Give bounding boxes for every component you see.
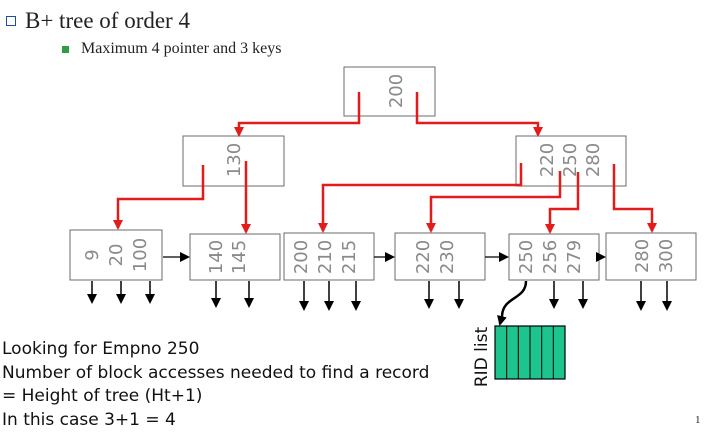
leaf1-key-1: 9 [82,249,103,260]
leaf4-key-1: 220 [413,240,434,274]
page-number: 1 [695,414,701,426]
title-row: B+ tree of order 4 [4,6,190,36]
leaf5-key-2: 256 [540,240,561,274]
pointer-250-to-rid-list [497,280,528,326]
leaf-node-3 [283,232,375,281]
leaf5-key-3: 279 [564,240,585,274]
leaf-node-2 [189,233,281,281]
green-square-bullet-icon [62,45,69,53]
rid-list-block [494,325,566,380]
slide-title: B+ tree of order 4 [25,8,190,33]
leaf3-key-1: 200 [291,240,312,274]
internal-left-key-1: 130 [224,143,245,177]
leaf6-key-2: 300 [656,239,677,273]
leaf-node-6 [605,232,697,281]
internal-right-key-2: 250 [560,143,581,177]
pointer-right-to-leaf5 [545,172,580,234]
leaf6-key-1: 280 [632,239,653,273]
note-line-2: Number of block accesses needed to find … [2,362,430,383]
leaf2-key-1: 140 [206,240,227,274]
pointer-root-to-right [415,92,543,137]
subtitle-row: Maximum 4 pointer and 3 keys [62,37,281,61]
leaf3-key-3: 215 [339,240,360,274]
leaf5-key-1: 250 [516,240,537,274]
note-line-1: Looking for Empno 250 [2,339,200,359]
leaf2-key-2: 145 [229,240,250,274]
pointer-right-to-leaf4 [426,171,562,233]
leaf3-key-2: 210 [315,240,336,274]
note-line-4: In this case 3+1 = 4 [2,409,176,430]
internal-node-left [182,135,285,187]
note-line-3: = Height of tree (Ht+1) [2,386,203,406]
record-pointers [87,281,672,311]
leaf1-key-3: 100 [130,238,151,272]
pointer-left-to-leaf1 [113,165,205,230]
rid-list-label: RID list [472,327,492,388]
leaf-node-4 [394,232,486,281]
pointer-right-to-leaf3 [318,163,523,233]
root-key-1: 200 [386,74,407,108]
internal-node-right [515,135,627,187]
leaf4-key-2: 230 [437,240,458,274]
internal-right-key-3: 280 [583,143,604,177]
slide-subtitle: Maximum 4 pointer and 3 keys [81,40,282,57]
leaf-node-1 [69,229,163,281]
internal-right-key-1: 220 [537,143,558,177]
explanation-text: Looking for Empno 250 Number of block ac… [2,338,429,432]
leaf-node-5 [508,233,600,281]
pointer-right-to-leaf6 [612,164,657,233]
square-bullet-icon [6,16,16,26]
pointer-root-to-left [234,92,361,137]
leaf1-key-2: 20 [106,244,127,267]
